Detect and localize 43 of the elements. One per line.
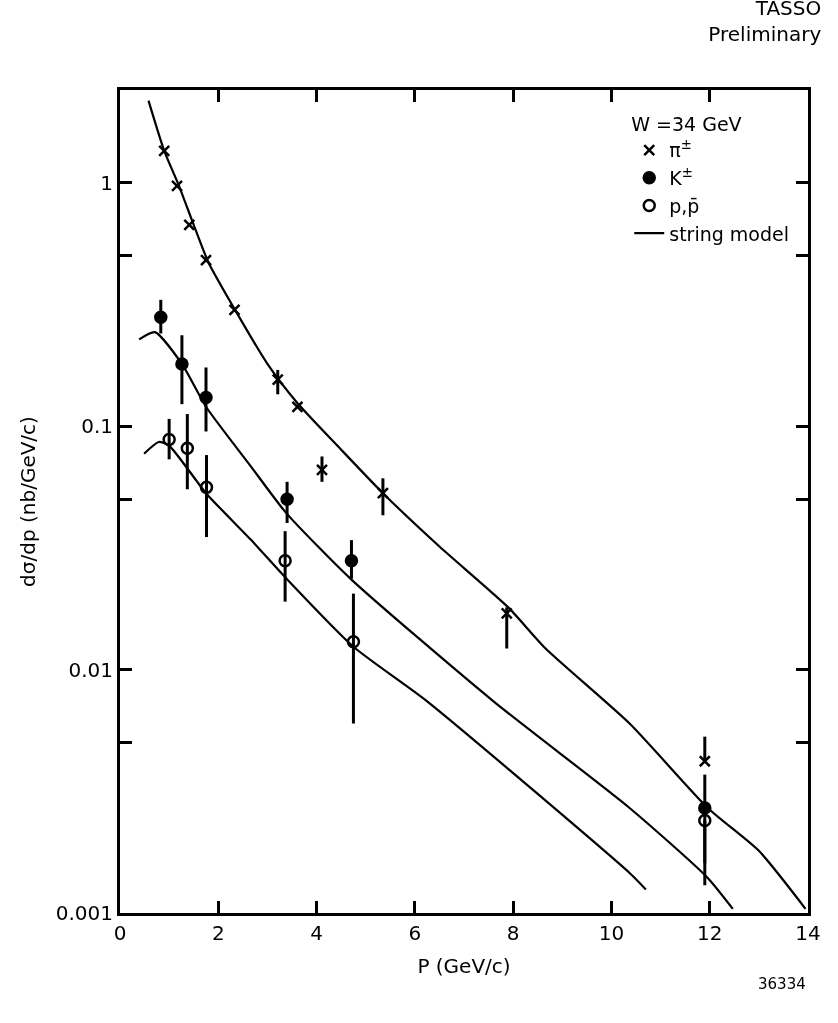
legend-label: string model <box>669 222 789 245</box>
point <box>315 463 329 477</box>
point <box>154 310 168 324</box>
text: 36334 <box>758 975 806 993</box>
point <box>180 441 195 456</box>
y-tick-label: 0.01 <box>68 657 113 682</box>
point <box>199 253 213 267</box>
chart-subtitle: Preliminary <box>708 22 822 47</box>
x-tick-label: 8 <box>506 921 520 945</box>
chart-title: TASSO <box>754 0 822 21</box>
legend-label: K$^{±}$ <box>669 165 693 190</box>
point <box>278 553 292 568</box>
x-tick-label: 12 <box>696 921 723 945</box>
x-tick-label: 10 <box>598 921 625 945</box>
x-tick-label: 0 <box>113 921 127 945</box>
x-axis-title: P (GeV/c) <box>417 953 511 978</box>
point <box>376 486 390 500</box>
legend-label: π$^{±}$ <box>669 137 692 162</box>
point <box>228 303 241 317</box>
point <box>346 635 361 649</box>
x-tick-label: 6 <box>408 921 422 945</box>
legend-title: W =34 GeV <box>631 113 742 136</box>
point <box>698 813 712 828</box>
point <box>183 218 196 232</box>
point <box>280 492 294 507</box>
point <box>344 553 359 568</box>
point <box>271 373 284 386</box>
y-tick-label: 0.1 <box>81 414 113 439</box>
y-tick-label: 0.001 <box>55 901 113 925</box>
x-tick-label: 14 <box>795 921 821 945</box>
point <box>162 432 176 447</box>
point <box>157 144 171 158</box>
line-series <box>147 99 807 910</box>
legend-label: p,p̄ <box>669 194 700 217</box>
x-tick-label: 2 <box>211 921 225 945</box>
y-tick-label: 1 <box>100 170 113 195</box>
y-axis-title: dσ/dp (nb/GeV/c) <box>16 416 41 587</box>
x-tick-label: 4 <box>310 921 323 945</box>
point <box>698 755 712 768</box>
point <box>170 179 184 193</box>
point <box>291 400 304 414</box>
point <box>500 607 513 620</box>
point <box>199 480 214 495</box>
